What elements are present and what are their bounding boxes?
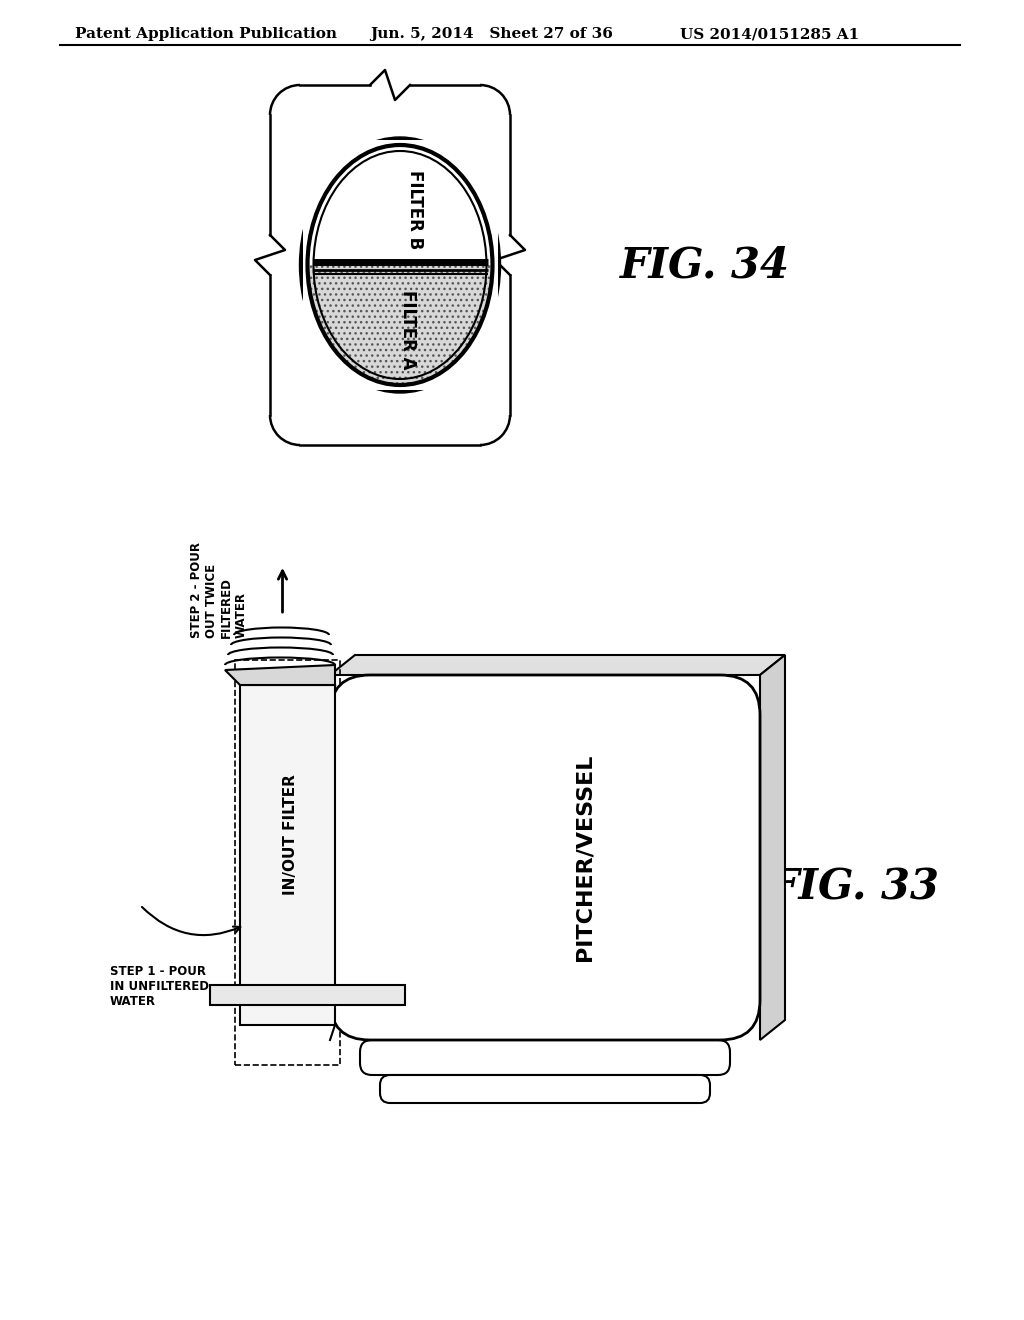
Bar (240, 685, 335, 1026)
Polygon shape (330, 655, 785, 675)
Polygon shape (225, 665, 335, 685)
Bar (210, 985, 406, 1005)
Polygon shape (760, 655, 785, 1040)
Text: FILTER A: FILTER A (399, 290, 417, 370)
FancyBboxPatch shape (360, 1040, 730, 1074)
Ellipse shape (307, 145, 493, 385)
Bar (234, 660, 340, 1065)
Ellipse shape (303, 141, 497, 389)
Text: FILTER B: FILTER B (406, 170, 424, 249)
Bar (302, 265, 498, 389)
Ellipse shape (307, 145, 493, 385)
Ellipse shape (299, 137, 501, 393)
Text: Patent Application Publication: Patent Application Publication (75, 26, 337, 41)
FancyArrowPatch shape (142, 907, 241, 935)
Text: FIG. 33: FIG. 33 (770, 866, 940, 908)
Text: US 2014/0151285 A1: US 2014/0151285 A1 (680, 26, 859, 41)
FancyBboxPatch shape (380, 1074, 710, 1104)
Text: STEP 2 - POUR
OUT TWICE
FILTERED
WATER: STEP 2 - POUR OUT TWICE FILTERED WATER (190, 543, 248, 638)
FancyBboxPatch shape (330, 675, 760, 1040)
Text: STEP 1 - POUR
IN UNFILTERED
WATER: STEP 1 - POUR IN UNFILTERED WATER (110, 965, 209, 1008)
Text: PITCHER/VESSEL: PITCHER/VESSEL (575, 754, 595, 961)
Text: FIG. 34: FIG. 34 (620, 244, 790, 286)
Bar (302, 140, 498, 265)
Text: IN/OUT FILTER: IN/OUT FILTER (283, 775, 298, 895)
Text: Jun. 5, 2014   Sheet 27 of 36: Jun. 5, 2014 Sheet 27 of 36 (370, 26, 613, 41)
